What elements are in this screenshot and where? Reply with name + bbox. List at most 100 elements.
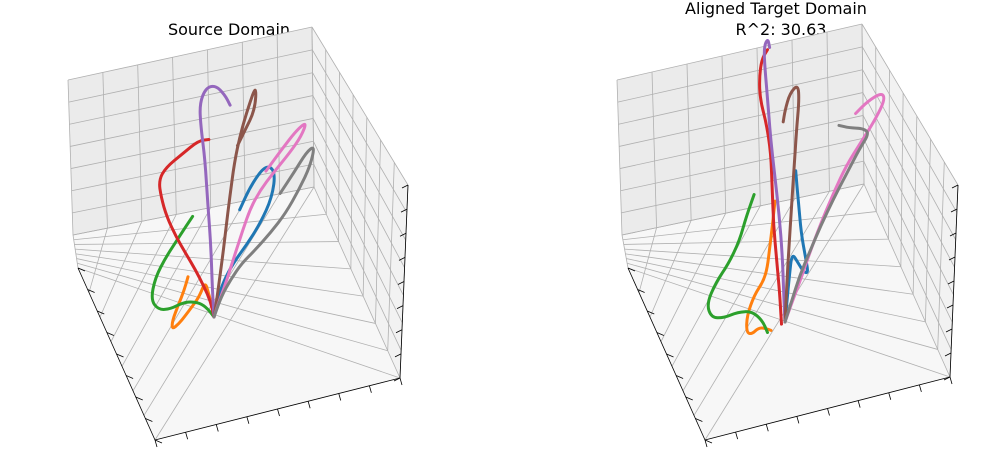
axis-tick <box>627 267 636 272</box>
series-line-1 <box>212 165 276 319</box>
aligned-target-domain-title: Aligned Target Domain <box>685 0 867 18</box>
axis-tick <box>154 439 163 444</box>
series-line-8 <box>212 146 315 319</box>
axis-tick <box>368 385 372 393</box>
axis-tick <box>397 281 405 285</box>
back-grid-line <box>651 71 657 228</box>
axis-tick <box>666 353 674 358</box>
axis-tick <box>675 375 684 379</box>
floor-grid-line <box>154 186 315 441</box>
back-grid-line <box>756 47 761 206</box>
axis-tick <box>765 424 769 432</box>
side-grid-line <box>312 95 405 268</box>
floor-grid-line <box>638 227 657 293</box>
axis-tick <box>246 416 250 424</box>
axis-tick <box>394 353 402 358</box>
axis-tick <box>87 289 95 293</box>
floor-grid-line <box>88 228 108 293</box>
back-grid-line <box>686 63 692 221</box>
side-grid-line <box>937 161 945 350</box>
side-grid-line <box>863 183 951 378</box>
back-grid-line <box>620 137 864 192</box>
floor-grid-line <box>75 248 351 270</box>
axis-tick <box>827 408 830 416</box>
back-grid-line <box>70 118 314 169</box>
axis-tick <box>215 424 219 432</box>
axis-tick <box>950 208 958 213</box>
back-grid-line <box>69 72 313 125</box>
axis-tick <box>106 332 115 336</box>
floor-grid-line <box>72 234 79 269</box>
back-grid-line <box>619 92 863 147</box>
axis-tick <box>399 377 403 386</box>
series-line-7 <box>212 122 307 319</box>
side-grid-line <box>313 141 403 324</box>
axis-tick <box>399 232 407 237</box>
axis-tick <box>277 408 280 417</box>
side-grid-line <box>311 26 409 186</box>
axis-tick <box>695 418 703 422</box>
side-grid-line <box>311 26 315 188</box>
axis-tick <box>185 432 189 440</box>
side-grid-line <box>375 139 381 324</box>
series-line-4 <box>158 138 216 319</box>
source-domain-title: Source Domain <box>168 20 290 39</box>
floor-grid-line <box>99 221 143 318</box>
side-grid-line <box>900 92 904 267</box>
axis-tick <box>951 184 959 189</box>
floor-grid-line <box>625 253 914 295</box>
axis-tick <box>393 377 401 382</box>
axis-tick <box>888 392 892 400</box>
axis-tick <box>704 439 708 448</box>
side-grid-line <box>861 23 959 186</box>
floor-grid-line <box>682 198 796 392</box>
series-line-7 <box>783 93 886 324</box>
axis-tick <box>947 280 955 285</box>
axis-tick <box>396 305 404 309</box>
source-domain-axes: Source Domain <box>67 20 409 448</box>
axis-tick <box>949 376 953 385</box>
floor-grid-line <box>660 212 727 342</box>
floor-grid-line <box>626 258 926 323</box>
aligned-target-domain-axes: Aligned Target Domain R^2: 30.63 <box>616 0 959 448</box>
axis-tick <box>338 393 342 401</box>
side-grid-line <box>862 115 954 295</box>
back-grid-line <box>826 31 830 192</box>
axis-tick <box>401 184 409 189</box>
series-line-5 <box>762 38 787 324</box>
axis-tick <box>97 310 105 315</box>
back-pane <box>617 24 864 235</box>
axis-tick <box>395 329 403 334</box>
side-grid-line <box>863 160 952 350</box>
back-grid-line <box>619 115 864 169</box>
axis-tick <box>400 208 408 213</box>
axis-tick <box>307 401 311 409</box>
side-grid-line <box>311 49 408 213</box>
axis-tick <box>77 267 86 272</box>
side-grid-line <box>912 115 918 295</box>
axis-tick <box>857 400 861 408</box>
axis-tick <box>135 396 143 401</box>
floor-grid-line <box>649 220 692 318</box>
side-grid-line <box>338 72 340 242</box>
back-grid-line <box>67 26 313 81</box>
back-grid-line <box>137 64 143 222</box>
back-grid-line <box>102 72 108 229</box>
side-grid-line <box>362 117 368 297</box>
back-grid-line <box>71 140 314 192</box>
axis-tick <box>637 289 645 293</box>
axis-tick <box>656 332 665 336</box>
back-grid-line <box>617 46 863 103</box>
back-grid-line <box>618 69 863 125</box>
back-grid-line <box>616 79 623 236</box>
floor-grid-line <box>74 241 339 245</box>
series-line-5 <box>198 84 232 319</box>
axis-tick <box>944 352 952 357</box>
axis-tick <box>735 432 739 440</box>
r-squared-subtitle: R^2: 30.63 <box>736 20 827 39</box>
axis-tick <box>685 396 693 401</box>
axis-tick <box>145 418 153 422</box>
back-grid-line <box>67 79 74 236</box>
series-line-8 <box>783 123 869 324</box>
